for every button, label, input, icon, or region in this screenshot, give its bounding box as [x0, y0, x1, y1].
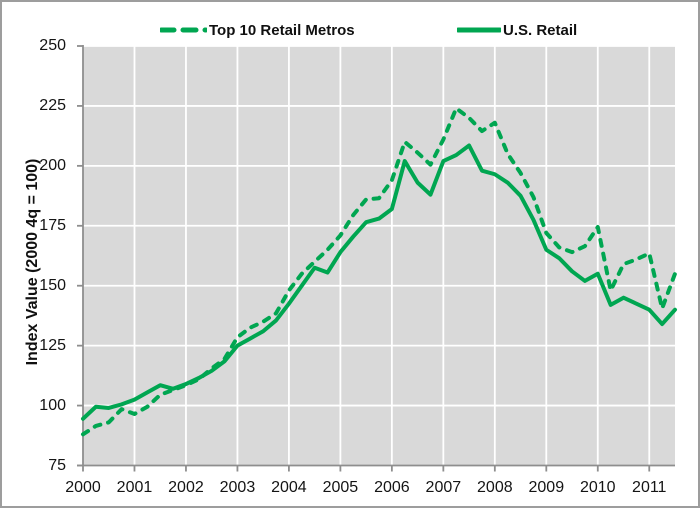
- x-tick-label: 2003: [219, 479, 256, 496]
- x-tick-label: 2000: [65, 479, 101, 496]
- x-tick-label: 2006: [374, 479, 410, 496]
- y-tick-label: 75: [48, 456, 66, 474]
- x-tick-label: 2001: [116, 479, 153, 496]
- legend-label-us-retail: U.S. Retail: [503, 21, 578, 39]
- legend-dashed-line-sample: [160, 27, 207, 33]
- x-tick-label: 2008: [477, 479, 513, 496]
- series-line-us-retail: [81, 143, 677, 421]
- y-tick-label: 150: [39, 276, 66, 294]
- y-axis-title: Index Value (2000 4q = 100): [24, 158, 41, 366]
- x-tick-label: 2002: [168, 479, 204, 496]
- y-tick-label: 125: [39, 336, 66, 354]
- legend-item-us-retail: U.S. Retail: [457, 19, 577, 41]
- x-tick-label: 2007: [425, 479, 462, 496]
- y-tick-label: 175: [39, 216, 66, 234]
- y-tick-label: 225: [39, 96, 66, 114]
- y-tick-label: 100: [39, 396, 66, 414]
- x-tick-label: 2004: [271, 479, 307, 496]
- x-tick-label: 2009: [528, 479, 565, 496]
- legend-label-top10: Top 10 Retail Metros: [209, 21, 355, 39]
- legend-item-top10: Top 10 Retail Metros: [160, 19, 355, 41]
- legend-solid-line-sample: [457, 27, 501, 33]
- x-tick-label: 2011: [632, 479, 667, 496]
- x-tick-label: 2010: [579, 479, 616, 496]
- x-tick-label: 2005: [322, 479, 359, 496]
- y-tick-label: 200: [39, 156, 66, 174]
- plot-area: [83, 46, 675, 466]
- y-tick-label: 250: [39, 37, 66, 54]
